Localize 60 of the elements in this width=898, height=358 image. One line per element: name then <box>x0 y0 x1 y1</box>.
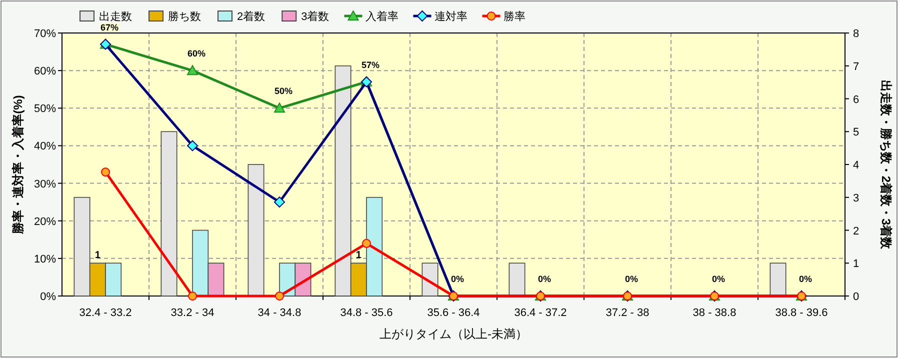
y2-tick-label: 4 <box>853 160 860 172</box>
y-tick-label: 30% <box>34 178 56 190</box>
bar <box>508 262 526 296</box>
point <box>188 292 197 300</box>
data-label: 0% <box>712 274 726 284</box>
point <box>275 292 284 300</box>
data-label: 0% <box>798 274 812 284</box>
y-tick-label: 10% <box>34 253 56 266</box>
y2-tick-label: 8 <box>853 28 860 40</box>
x-tick-label: 36.4 - 37.2 <box>514 307 567 319</box>
y-tick-label: 0% <box>40 291 56 303</box>
data-label: 57% <box>361 60 380 70</box>
legend-label: 2着数 <box>237 10 266 23</box>
data-label: 0% <box>624 274 638 284</box>
y2-tick-label: 1 <box>853 258 860 270</box>
legend-label: 連対率 <box>434 10 468 23</box>
x-tick-label: 35.6 - 36.4 <box>427 307 480 319</box>
x-tick-label: 33.2 - 34 <box>170 307 214 319</box>
data-label: 0% <box>538 274 552 284</box>
x-tick-label: 34 - 34.8 <box>258 307 302 319</box>
y2-axis-title: 出走数・勝ち数・2着数・3着数 <box>879 80 893 250</box>
point <box>187 140 198 152</box>
point <box>362 238 371 248</box>
y2-tick-label: 0 <box>853 291 860 303</box>
data-label: 0% <box>450 274 464 284</box>
y-tick-label: 50% <box>34 103 56 116</box>
data-label: 1 <box>356 250 362 262</box>
y2-tick-label: 5 <box>853 126 860 139</box>
bar <box>160 131 178 296</box>
data-label: 1 <box>94 250 101 262</box>
point <box>274 102 285 113</box>
y-axis-title: 勝率・連対率・入着率(%) <box>11 95 25 235</box>
point <box>187 65 198 76</box>
y-tick-label: 40% <box>34 140 56 153</box>
x-tick-label: 34.8 - 35.6 <box>340 307 393 319</box>
y2-tick-label: 6 <box>853 94 860 106</box>
y-tick-label: 70% <box>34 28 56 40</box>
point <box>101 168 110 177</box>
y2-tick-label: 3 <box>853 192 860 204</box>
y2-tick-label: 2 <box>853 225 860 238</box>
x-axis-title: 上がりタイム（以上-未満） <box>380 327 528 341</box>
y-tick-label: 20% <box>34 216 56 228</box>
bar <box>248 164 264 296</box>
data-label: 67% <box>100 22 119 32</box>
data-label: 50% <box>274 86 293 96</box>
x-tick-label: 37.2 - 38 <box>606 307 650 319</box>
legend-label: 勝ち数 <box>168 11 201 23</box>
x-tick-label: 38.8 - 39.6 <box>775 307 828 319</box>
point <box>274 196 285 208</box>
bar <box>770 262 786 296</box>
legend-label: 入着率 <box>365 10 398 23</box>
y-tick-label: 60% <box>34 66 56 78</box>
data-label: 60% <box>187 48 206 59</box>
y2-tick-label: 7 <box>853 60 860 73</box>
legend-label: 勝率 <box>503 10 526 23</box>
x-tick-label: 32.4 - 33.2 <box>79 307 132 319</box>
bar <box>422 262 438 296</box>
legend-label: 3着数 <box>301 10 330 23</box>
x-tick-label: 38 - 38.8 <box>692 307 736 319</box>
legend-label: 出走数 <box>99 10 132 23</box>
